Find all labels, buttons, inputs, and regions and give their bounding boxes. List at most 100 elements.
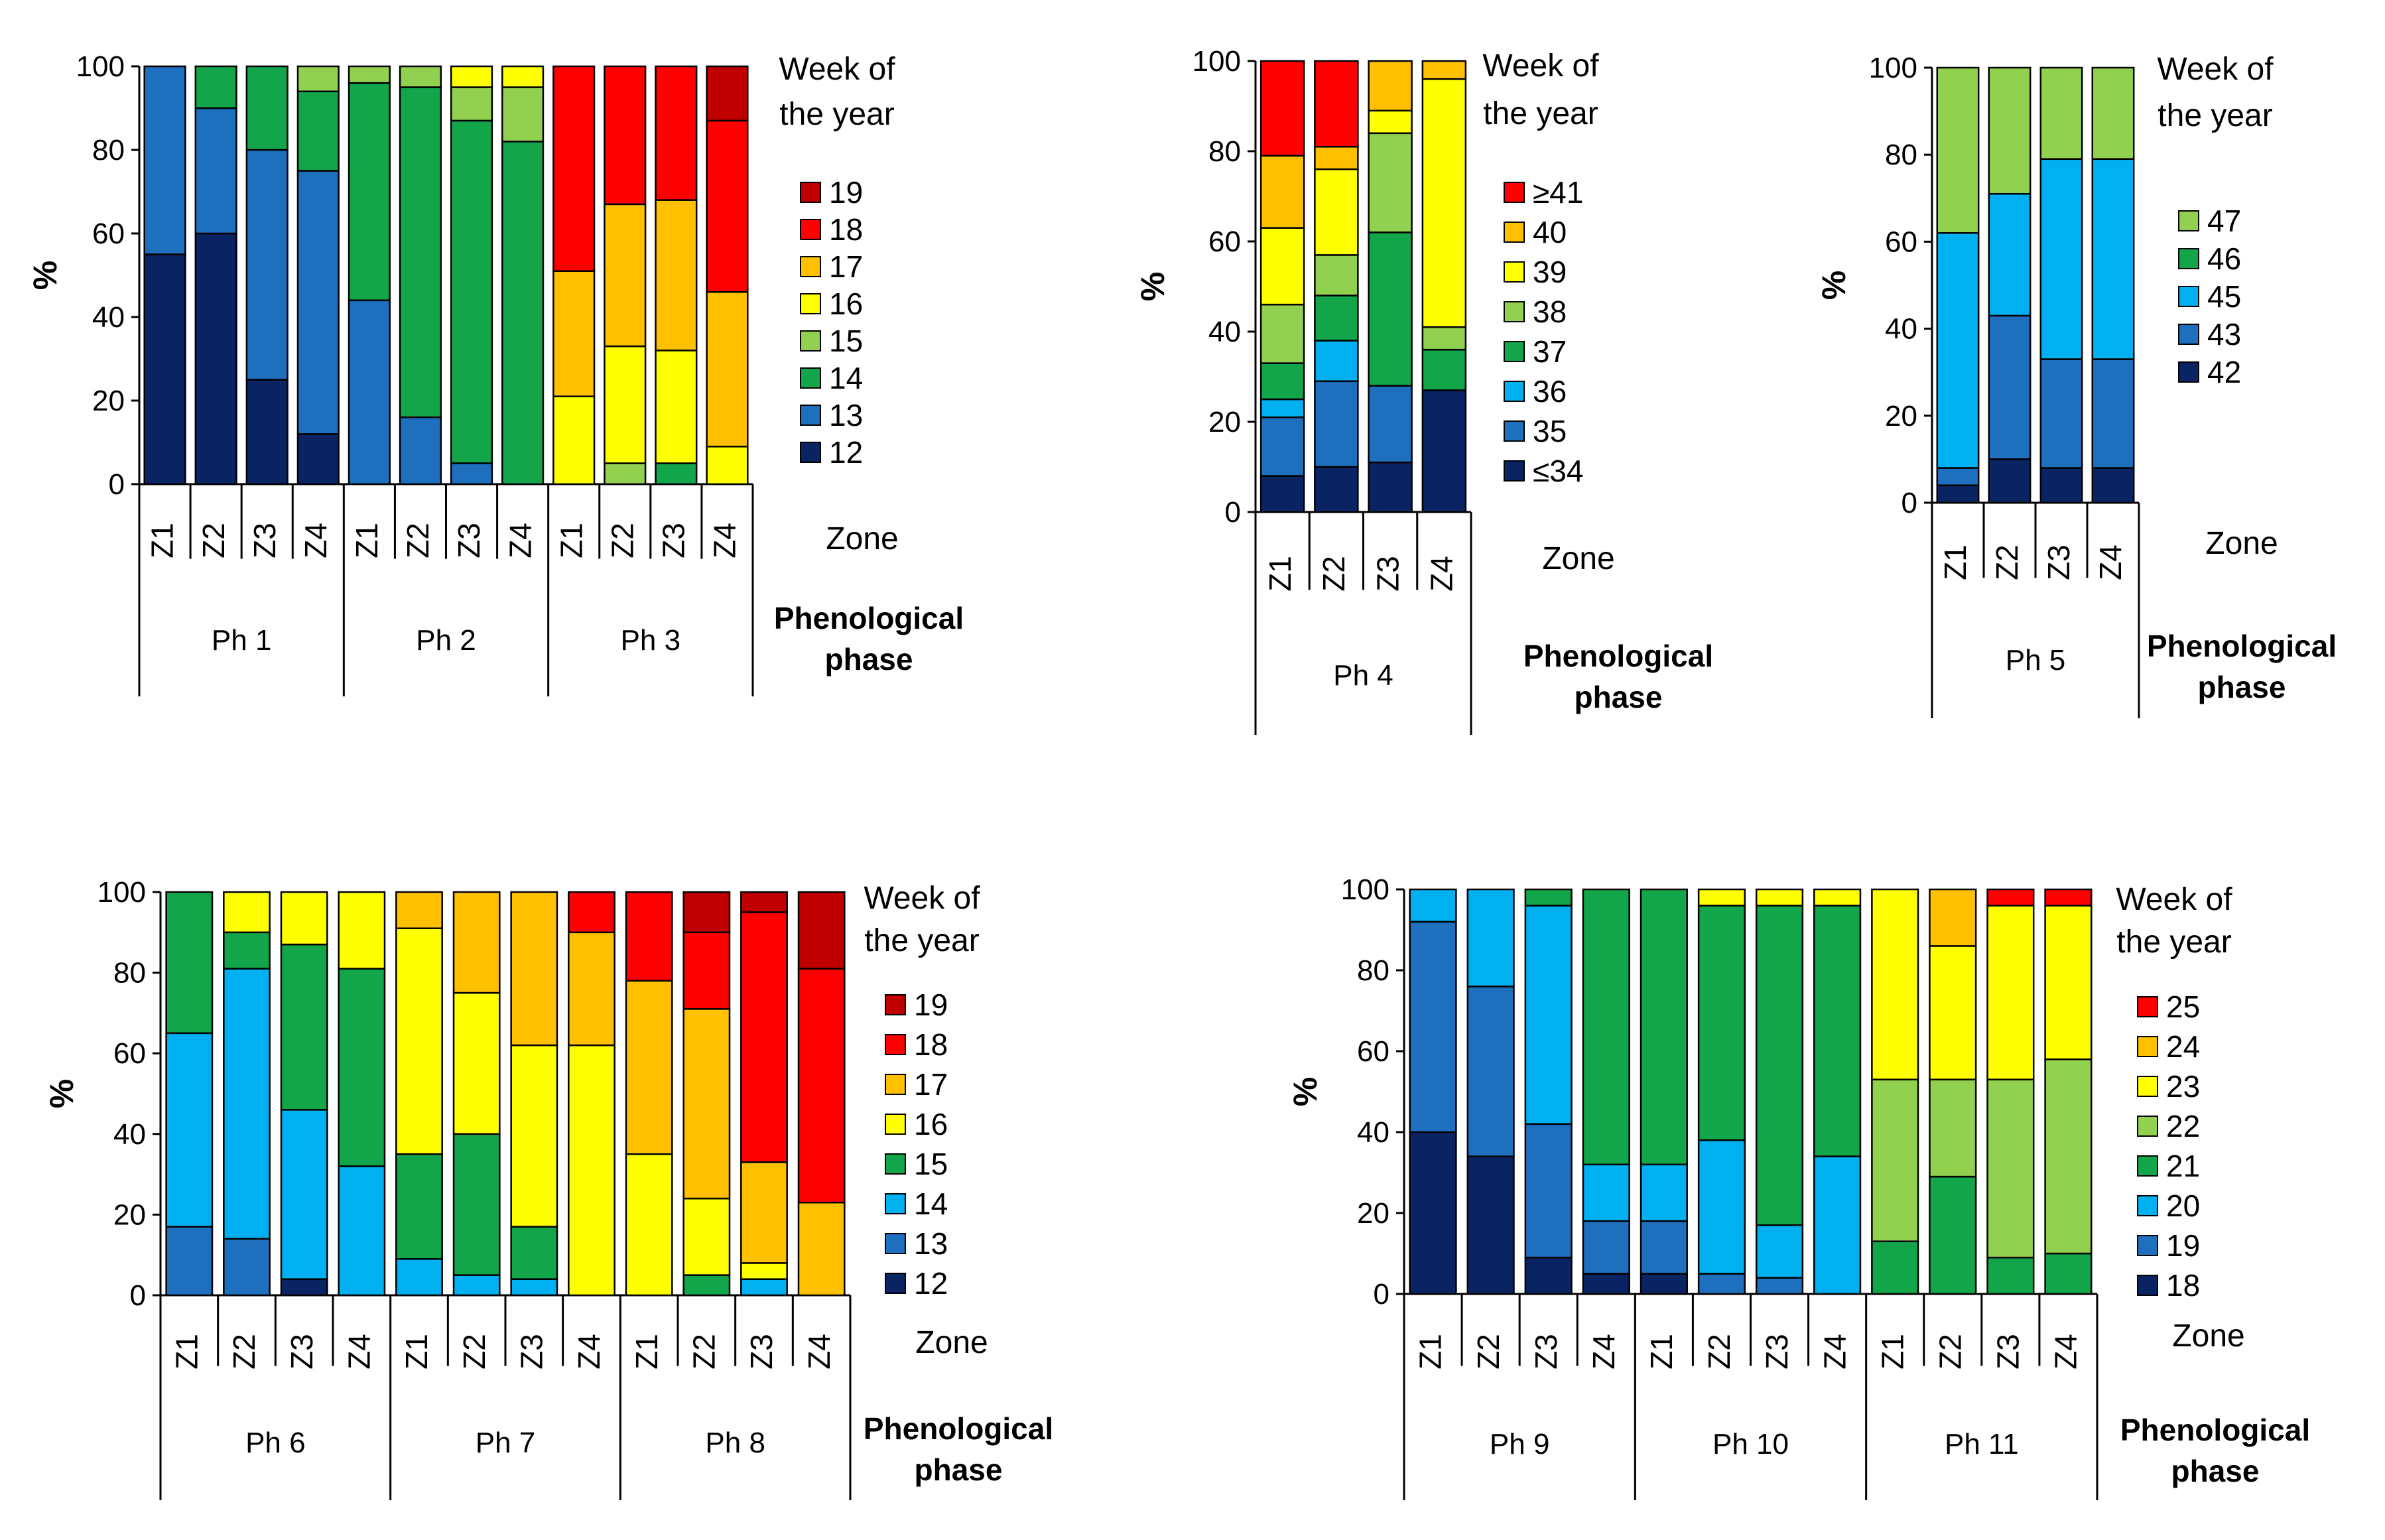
x-tick-label: Z1 <box>1263 556 1297 592</box>
legend-entry: 12 <box>829 435 863 470</box>
x-tick-label: Z1 <box>1875 1334 1909 1370</box>
bar-segment-week-18 <box>706 119 749 293</box>
group-label: Ph 1 <box>212 624 272 657</box>
legend-entry: 14 <box>829 361 863 395</box>
bar-segment-week-16 <box>706 446 749 485</box>
bar-segment-week-23 <box>2044 905 2093 1060</box>
legend-entry: 42 <box>2207 355 2241 389</box>
legend-swatch <box>2137 1076 2158 1097</box>
x-tick-label: Z1 <box>1413 1334 1448 1370</box>
x-tick-label: Z1 <box>399 1334 434 1370</box>
bar-segment-week-15 <box>165 891 214 1035</box>
x-axis-label: Zone <box>1542 541 1614 576</box>
x-tick-label: Z1 <box>629 1334 664 1370</box>
x-tick-label: Z4 <box>342 1334 376 1370</box>
legend-entry: 47 <box>2207 204 2241 238</box>
bar-segment-week-37 <box>1421 348 1467 391</box>
legend-entry: 14 <box>914 1187 948 1221</box>
legend-entry: 13 <box>829 398 863 432</box>
bar-segment-week-15 <box>604 462 647 485</box>
y-tick-label: 20 <box>1208 406 1241 438</box>
legend-swatch <box>800 330 821 352</box>
legend-swatch <box>800 182 821 203</box>
bar-segment-week-≤34 <box>1421 389 1467 513</box>
bar-segment-week-14 <box>296 90 340 172</box>
bar-segment-week-23 <box>1755 888 1804 907</box>
y-tick-label: 60 <box>1357 1035 1389 1068</box>
x-tick-label: Z2 <box>196 523 231 558</box>
bar-segment-week-22 <box>1986 1078 2035 1259</box>
bar-segment-week-19 <box>1582 1220 1630 1275</box>
y-tick-label: 40 <box>1357 1116 1389 1149</box>
bar-segment-week-17 <box>797 1201 846 1297</box>
bar-segment-week-18 <box>655 65 698 201</box>
bar-segment-week-18 <box>1640 1273 1688 1295</box>
bar-segment-week-13 <box>245 149 289 381</box>
bar-segment-week-15 <box>682 1274 731 1297</box>
legend-entry: 46 <box>2207 241 2241 276</box>
bar-segment-week-23 <box>1697 888 1746 907</box>
y-tick-label: 0 <box>1225 496 1241 529</box>
bar-segment-week-19 <box>1755 1277 1804 1295</box>
bar-segment-week-16 <box>452 992 501 1135</box>
bar-segment-week-21 <box>1697 905 1746 1141</box>
x-tick-label: Z3 <box>452 523 486 558</box>
bar-segment-week-20 <box>1640 1163 1688 1222</box>
x-tick-label: Z2 <box>1702 1334 1736 1370</box>
chart-4: 0 20 40 60 80 100% Z1 Z2 Z3 Z4 Z1 Z2 Z3 Z4 Z1 Z2 Z3 Z4 Ph … <box>43 876 1053 1500</box>
y-tick-label: 80 <box>1885 139 1917 171</box>
legend-swatch <box>800 219 821 240</box>
bar-segment-week-12 <box>296 433 340 485</box>
chart-2: 0 20 40 60 80 100% Z1 Z2 Z3 Z4 Ph 4 Zone Phenologica… <box>1134 45 1713 735</box>
bar-segment-week-17 <box>740 1161 788 1264</box>
legend-entry: 25 <box>2166 990 2200 1024</box>
bar-segment-week-13 <box>143 65 186 255</box>
bar-segment-week-40 <box>1421 60 1467 80</box>
bar-segment-week-19 <box>682 891 731 934</box>
legend-swatch <box>885 1034 906 1055</box>
bar-segment-week-19 <box>1524 1123 1573 1259</box>
x-tick-label: Z3 <box>2041 545 2076 580</box>
bar-segment-week-17 <box>395 891 443 929</box>
legend-swatch <box>2178 286 2199 307</box>
legend-swatch <box>2137 1036 2158 1057</box>
bar-segment-week-15 <box>452 1133 501 1276</box>
bar-segment-week-39 <box>1421 78 1467 328</box>
bar-segment-week-19 <box>706 65 749 122</box>
bar-segment-week-21 <box>1871 1240 1919 1295</box>
group-axis-label: Phenological phase <box>864 1411 1053 1487</box>
bar-segment-week-14 <box>280 1109 328 1280</box>
x-tick-label: Z2 <box>1317 556 1351 592</box>
group-label: Ph 6 <box>245 1427 306 1459</box>
y-tick-label: 40 <box>92 301 125 334</box>
bar-segment-week-18 <box>797 968 846 1204</box>
legend-entry: 17 <box>914 1067 948 1102</box>
bar-segment-week-16 <box>395 927 443 1155</box>
bar-segment-week-≥41 <box>1259 60 1305 157</box>
bar-segment-week-45 <box>1988 192 2031 317</box>
y-tick-label: 60 <box>1208 225 1241 258</box>
bar-segment-week-24 <box>1929 888 1977 947</box>
legend-entry: 43 <box>2207 317 2241 352</box>
bar-segment-week-20 <box>1697 1139 1746 1275</box>
group-label: Ph 7 <box>476 1427 536 1459</box>
legend-swatch <box>2137 1155 2158 1177</box>
x-tick-label: Z3 <box>247 523 282 558</box>
bar-segment-week-15 <box>395 1153 443 1260</box>
bar-segment-week-43 <box>2091 358 2135 469</box>
bar-segment-week-18 <box>1524 1256 1573 1295</box>
y-tick-label: 40 <box>1885 313 1917 346</box>
bar-segment-week-13 <box>450 462 493 485</box>
x-tick-label: Z3 <box>1760 1334 1794 1370</box>
legend-entry: 15 <box>829 324 863 358</box>
y-tick-label: 100 <box>1192 45 1241 78</box>
bar-segment-week-20 <box>1466 888 1515 988</box>
y-tick-label: 0 <box>109 468 125 501</box>
legend-entry: 12 <box>914 1266 948 1301</box>
y-tick-label: 20 <box>1885 400 1917 432</box>
bar-segment-week-35 <box>1314 380 1359 468</box>
group-label: Ph 9 <box>1490 1428 1550 1460</box>
legend-swatch <box>800 442 821 463</box>
legend-swatch <box>1504 341 1525 362</box>
